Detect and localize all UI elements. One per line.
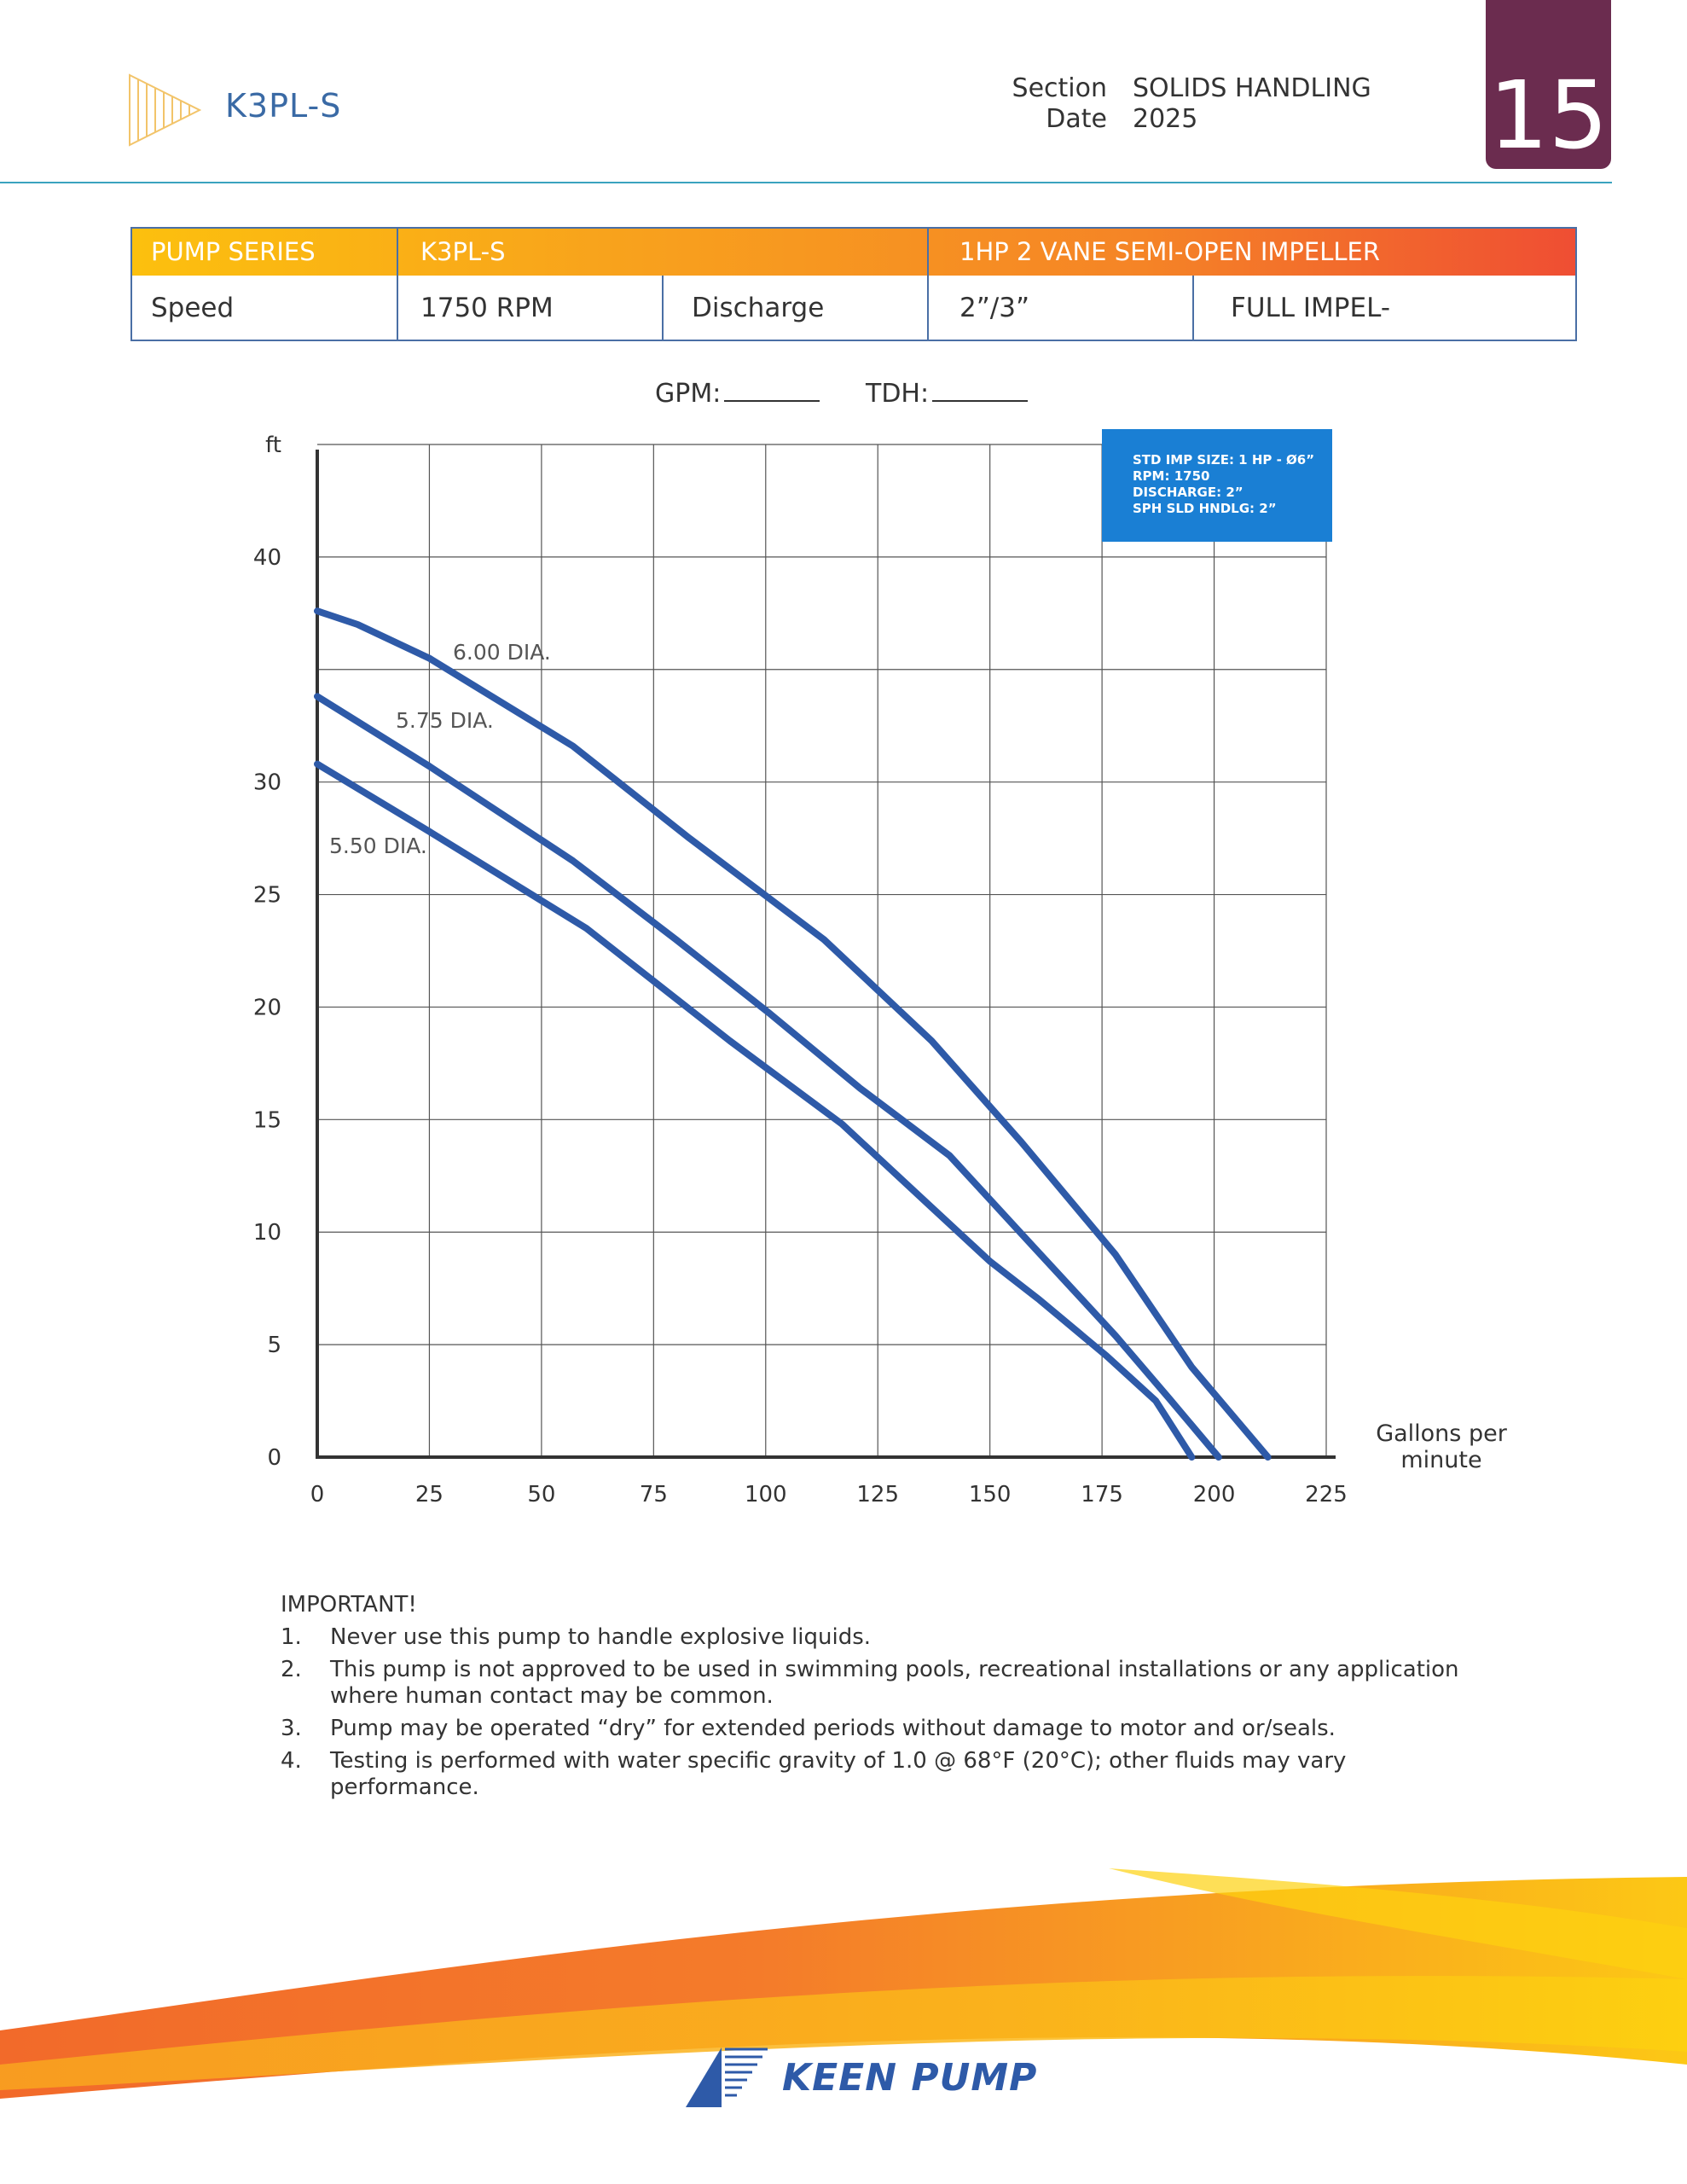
y-tick-label: 40 <box>253 545 281 571</box>
note-number: 4. <box>281 1748 302 1774</box>
curve-575-dia <box>314 693 1222 1461</box>
series-label: 5.75 DIA. <box>396 708 494 733</box>
footer-wave-decoration <box>0 1868 1687 2099</box>
x-tick-label: 175 <box>1081 1482 1123 1507</box>
gpm-blank-line[interactable] <box>724 380 820 402</box>
x-tick-label: 25 <box>415 1482 443 1507</box>
y-tick-label: 20 <box>253 995 281 1020</box>
pump-series-value: K3PL-S <box>420 237 506 266</box>
tdh-blank-line[interactable] <box>932 380 1029 402</box>
series-label: 5.50 DIA. <box>329 834 427 858</box>
header-divider <box>0 182 1612 183</box>
info-box-line: STD IMP SIZE: 1 HP - Ø6” <box>1133 452 1314 468</box>
notes-title: IMPORTANT! <box>281 1592 417 1618</box>
y-tick-label: 10 <box>253 1220 281 1246</box>
brand-name: KEEN PUMP <box>782 2056 1038 2100</box>
note-item: 3. Pump may be operated “dry” for extende… <box>281 1716 1475 1742</box>
info-box-line: DISCHARGE: 2” <box>1133 485 1244 500</box>
impeller-description: 1HP 2 VANE SEMI-OPEN IMPELLER <box>959 237 1380 266</box>
note-item: 1. Never use this pump to handle explosiv… <box>281 1624 1475 1651</box>
y-tick-label: 0 <box>267 1445 281 1471</box>
date-value: 2025 <box>1133 104 1198 134</box>
important-notes: IMPORTANT! 1. Never use this pump to hand… <box>281 1592 1475 1807</box>
pump-series-label: PUMP SERIES <box>151 237 316 266</box>
note-number: 2. <box>281 1657 302 1682</box>
gpm-field[interactable]: GPM: <box>655 379 820 409</box>
x-tick-label: 225 <box>1305 1482 1348 1507</box>
spec-table: PUMP SERIES K3PL-S 1HP 2 VANE SEMI-OPEN … <box>130 227 1577 341</box>
table-divider <box>927 229 929 341</box>
gpm-label: GPM: <box>655 379 722 409</box>
y-tick-label: 5 <box>267 1333 281 1358</box>
x-tick-label: 50 <box>527 1482 555 1507</box>
product-logo-icon <box>129 73 201 147</box>
x-axis-label: Gallons per <box>1376 1420 1508 1447</box>
curve-600-dia <box>314 607 1272 1461</box>
table-divider <box>1192 276 1194 341</box>
note-text: Never use this pump to handle explosive … <box>330 1624 872 1650</box>
x-tick-label: 125 <box>856 1482 899 1507</box>
date-label: Date <box>1046 104 1107 134</box>
pump-curve-chart: STD IMP SIZE: 1 HP - Ø6”RPM: 1750DISCHAR… <box>253 429 1508 1507</box>
speed-value: 1750 RPM <box>420 293 554 323</box>
section-label: Section <box>1012 73 1107 103</box>
product-code: K3PL-S <box>225 87 342 125</box>
x-tick-label: 75 <box>640 1482 668 1507</box>
discharge-label: Discharge <box>692 293 825 323</box>
impeller-note: FULL IMPEL- <box>1231 293 1390 323</box>
page-number-badge: 15 <box>1486 0 1611 170</box>
y-tick-label: 30 <box>253 770 281 796</box>
section-value: SOLIDS HANDLING <box>1133 73 1371 103</box>
note-number: 3. <box>281 1716 302 1741</box>
x-axis-label: minute <box>1400 1447 1481 1473</box>
keen-pump-logo-icon <box>686 2048 768 2107</box>
tdh-field[interactable]: TDH: <box>866 379 1029 409</box>
discharge-value: 2”/3” <box>959 293 1030 323</box>
series-label: 6.00 DIA. <box>453 640 551 665</box>
x-tick-label: 150 <box>969 1482 1012 1507</box>
spec-table-header <box>132 229 1575 276</box>
impeller-info-box <box>1102 429 1332 542</box>
table-divider <box>662 276 664 341</box>
info-box-line: RPM: 1750 <box>1133 468 1209 484</box>
note-text: Pump may be operated “dry” for extended … <box>330 1716 1336 1741</box>
y-tick-label: 15 <box>253 1107 281 1133</box>
speed-label: Speed <box>151 293 235 323</box>
tdh-label: TDH: <box>866 379 930 409</box>
curve-550-dia <box>314 760 1196 1461</box>
note-text: Testing is performed with water specific… <box>330 1748 1347 1800</box>
x-tick-label: 100 <box>745 1482 787 1507</box>
x-tick-label: 200 <box>1193 1482 1236 1507</box>
info-box-line: SPH SLD HNDLG: 2” <box>1133 501 1277 516</box>
x-tick-label: 0 <box>310 1482 325 1507</box>
table-divider <box>397 229 398 341</box>
y-axis-label: ft <box>265 433 281 458</box>
note-item: 4. Testing is performed with water specif… <box>281 1748 1475 1801</box>
note-number: 1. <box>281 1624 302 1650</box>
note-item: 2. This pump is not approved to be used i… <box>281 1657 1475 1710</box>
y-tick-label: 25 <box>253 883 281 909</box>
note-text: This pump is not approved to be used in … <box>330 1657 1459 1709</box>
